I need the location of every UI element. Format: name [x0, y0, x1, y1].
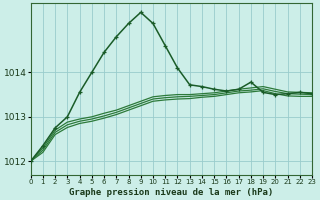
X-axis label: Graphe pression niveau de la mer (hPa): Graphe pression niveau de la mer (hPa) — [69, 188, 274, 197]
